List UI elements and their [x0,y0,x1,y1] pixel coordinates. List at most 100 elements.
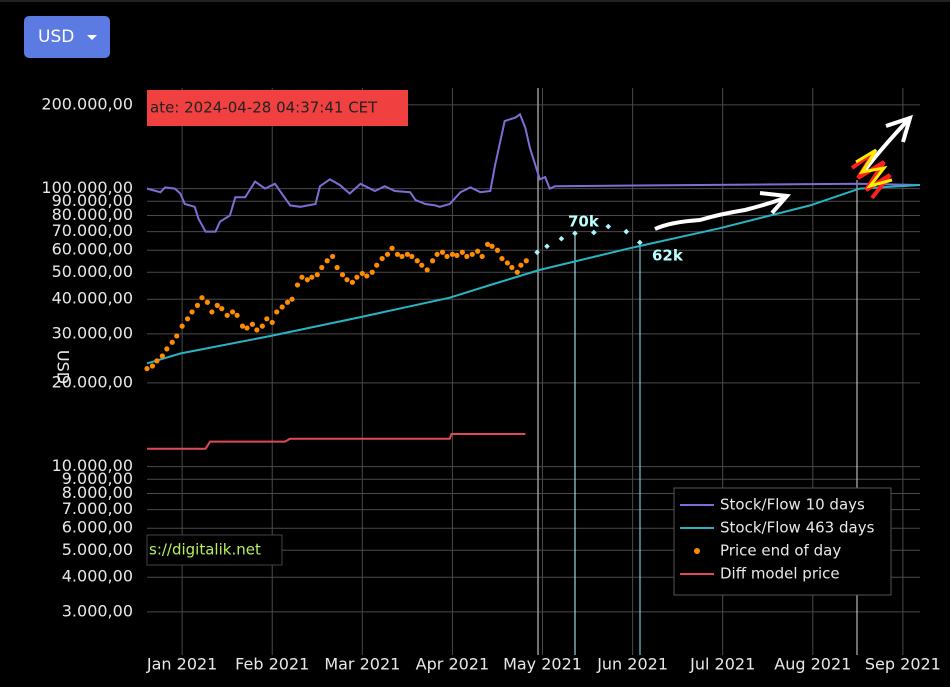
data-point [419,262,425,268]
data-point [269,319,275,326]
data-point [494,247,501,253]
data-point [229,309,236,315]
y-tick-label: 7.000,00 [62,499,133,518]
data-point [459,249,465,255]
x-tick-label: May 2021 [503,655,582,674]
legend-label: Diff model price [720,565,840,583]
x-tick-label: Aug 2021 [774,655,851,674]
y-tick-label: 70.000,00 [52,221,133,240]
data-point [479,253,485,260]
data-point [514,269,520,275]
data-point [344,277,350,283]
data-point [429,258,436,264]
data-point [399,253,405,260]
doodles [654,114,913,231]
data-point [424,267,430,273]
arrow [863,118,910,172]
data-point [389,245,395,251]
data-point [324,258,330,264]
data-point [304,277,310,283]
url-box [146,534,283,566]
data-point [284,299,291,305]
data-point [314,272,320,278]
data-point [164,346,170,352]
data-point [359,270,365,277]
data-point [369,269,375,275]
legend-label: Stock/Flow 10 days [720,496,865,514]
annotation-point [605,223,612,230]
data-point [319,264,325,271]
annotation-point [623,228,630,235]
data-point [239,323,246,329]
url-text: s://digitalik.net [149,541,261,559]
y-tick-label: 50.000,00 [52,262,133,281]
data-point [518,262,524,268]
data-point [469,251,475,257]
data-point [329,253,336,260]
x-tick-label: Feb 2021 [235,655,309,674]
y-tick-label: 200.000,00 [41,94,133,113]
y-tick-label: 60.000,00 [52,240,133,259]
series-line [146,112,921,233]
data-point [159,353,165,359]
y-tick-label: 30.000,00 [52,323,133,342]
data-point [264,316,270,322]
date-box [147,90,408,126]
data-point [209,309,215,315]
y-tick-label: 40.000,00 [52,289,133,308]
data-point [169,339,175,345]
y-tick-label: 20.000,00 [52,372,133,391]
data-point [444,253,450,260]
y-tick-label: 3.000,00 [62,601,133,620]
data-point [294,282,301,288]
data-point [154,358,160,364]
data-point [434,251,440,257]
data-point [454,252,460,258]
x-tick-label: Jan 2021 [146,655,217,674]
y-tick-label: 8.000,00 [62,483,133,502]
y-tick-label: 10.000,00 [52,456,133,475]
data-point [484,241,491,247]
arrow-head [759,191,792,215]
data-point [409,253,415,260]
x-tick-label: Sep 2021 [865,655,941,674]
annotation-point [558,235,565,242]
scribble [855,148,893,189]
legend-label: Price end of day [720,542,841,560]
y-axis-title: USD [54,350,73,384]
series-line [147,433,526,450]
x-tick-label: Apr 2021 [416,655,489,674]
y-tick-label: 100.000,00 [41,178,133,197]
data-point [374,262,380,268]
currency-dropdown[interactable]: USD [24,16,110,58]
data-point [194,302,201,308]
data-point [349,279,356,285]
data-point [244,325,250,331]
x-tick-label: Jun 2021 [596,655,668,674]
y-tick-label: 80.000,00 [52,205,133,224]
data-point [174,333,180,339]
data-point [179,323,185,329]
data-point [523,258,529,264]
data-point [214,302,220,308]
y-tick-label: 90.000,00 [52,191,133,210]
date-text: ate: 2024-04-28 04:37:41 CET [150,99,378,117]
annotation-point [544,243,550,250]
data-point [199,295,205,301]
legend-label: Stock/Flow 463 days [720,519,875,537]
data-point [289,296,295,302]
data-point [309,274,315,280]
data-point [219,306,225,312]
data-point [354,274,360,280]
x-tick-label: Mar 2021 [324,655,400,674]
y-tick-label: 9.000,00 [62,469,133,488]
annotation-point [534,249,540,256]
data-point [509,264,515,271]
marks [144,112,921,450]
y-tick-label: 4.000,00 [62,567,133,586]
data-point [299,274,305,280]
data-point [279,304,285,310]
data-point [259,323,265,329]
